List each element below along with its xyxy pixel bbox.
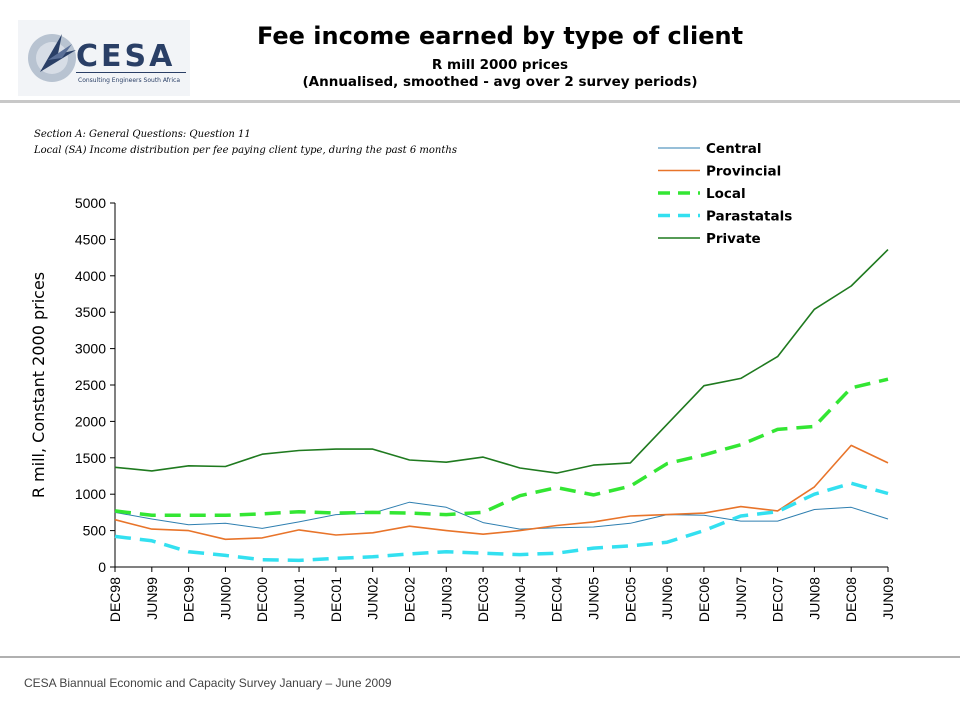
legend-label-local: Local [706,186,746,202]
series-line-private [114,249,889,474]
subtitle-line-2: (Annualised, smoothed - avg over 2 surve… [302,74,698,90]
x-tick-label: JUN00 [217,577,233,620]
x-tick-label: DEC07 [770,577,786,622]
x-tick-label: DEC00 [254,577,270,622]
x-tick-label: DEC02 [401,577,417,622]
x-tick-label: JUN03 [438,577,454,620]
series-line-local [114,377,889,518]
x-tick-label: DEC99 [181,577,197,622]
x-tick-label: DEC05 [622,577,638,622]
logo-tagline: Consulting Engineers South Africa [78,77,180,84]
subtitle-line-1: R mill 2000 prices [431,57,569,73]
y-tick-label: 4000 [75,268,106,284]
footer-divider [0,656,960,658]
y-tick-label: 2500 [75,377,106,393]
x-tick-label: DEC03 [475,577,491,622]
x-tick-label: JUN05 [586,577,602,620]
header-divider [0,100,960,103]
x-tick-label: DEC08 [843,577,859,622]
cesa-logo-graphic: CESA Consulting Engineers South Africa [18,20,190,96]
y-tick-label: 1000 [75,486,106,502]
series-line-parastatals [114,481,889,563]
y-tick-label: 5000 [75,195,106,211]
footer-text: CESA Biannual Economic and Capacity Surv… [24,676,392,690]
page-subtitle: R mill 2000 prices (Annualised, smoothed… [200,57,800,91]
y-tick-label: 3000 [75,341,106,357]
legend-label-private: Private [706,231,761,247]
note-line-1: Section A: General Questions: Question 1… [34,129,251,140]
x-tick-label: DEC06 [696,577,712,622]
y-axis-label: R mill, Constant 2000 prices [29,272,48,498]
legend-label-central: Central [706,141,762,157]
x-tick-label: JUN02 [365,577,381,620]
y-tick-label: 4500 [75,231,106,247]
series-line-provincial [114,444,889,541]
y-tick-label: 500 [83,523,107,539]
x-tick-label: JUN99 [144,577,160,620]
y-tick-label: 2000 [75,413,106,429]
x-tick-label: DEC04 [549,577,565,622]
x-tick-label: JUN08 [806,577,822,620]
x-tick-label: JUN07 [733,577,749,620]
x-tick-label: JUN01 [291,577,307,620]
x-tick-label: JUN04 [512,577,528,620]
x-tick-label: DEC98 [107,577,123,622]
x-tick-label: DEC01 [328,577,344,622]
x-tick-label: JUN09 [880,577,896,620]
note-line-2: Local (SA) Income distribution per fee p… [34,145,457,156]
y-tick-label: 0 [98,559,106,575]
y-tick-label: 1500 [75,450,106,466]
cesa-logo: CESA Consulting Engineers South Africa [18,20,190,96]
page-title: Fee income earned by type of client [256,22,744,50]
legend-label-provincial: Provincial [706,164,781,180]
line-chart: 0 500 1000 1500 2000 2500 3000 3500 4000 4500 5000… [29,141,896,622]
y-tick-label: 3500 [75,304,106,320]
x-tick-label: JUN06 [659,577,675,620]
logo-text: CESA [76,39,175,74]
series-line-central [114,501,889,530]
legend-label-parastatals: Parastatals [706,209,792,225]
